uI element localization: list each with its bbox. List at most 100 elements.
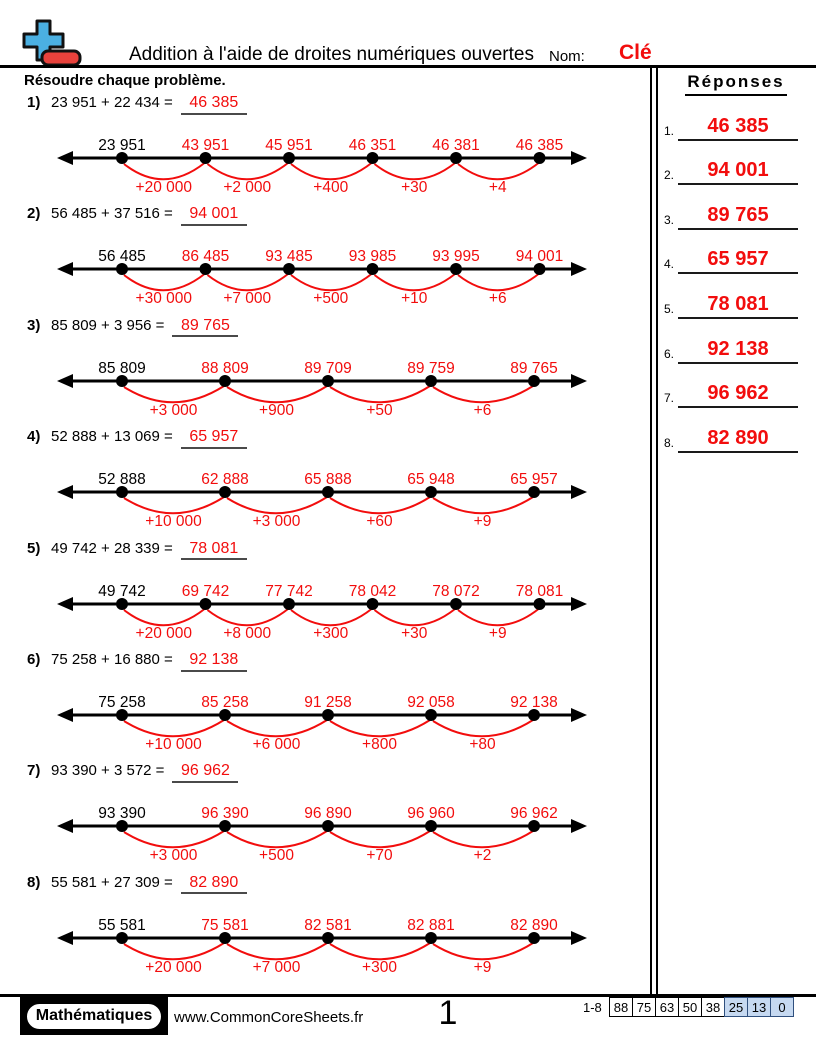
jump-arc — [432, 830, 534, 849]
point-dot — [219, 374, 231, 387]
point-label: 89 759 — [407, 360, 454, 377]
problem-number: 1) — [27, 94, 41, 111]
point-dot — [322, 708, 334, 721]
page-number: 1 — [438, 994, 458, 1032]
answer-row: 4. 65 957 — [660, 230, 812, 275]
worksheet-title: Addition à l'aide de droites numériques … — [129, 44, 534, 65]
jump-arc — [457, 162, 540, 181]
jump-arc — [123, 830, 225, 849]
jump-label: +30 — [401, 179, 428, 196]
point-label: 86 485 — [182, 248, 229, 265]
instructions-text: Résoudre chaque problème. — [24, 72, 226, 89]
answer-value: 89 765 — [678, 204, 798, 230]
answer-number: 7. — [663, 391, 674, 406]
point-dot — [425, 931, 437, 944]
jump-label: +30 000 — [136, 290, 193, 307]
problems-column: 1) 23 951 + 22 434 = 46 385 23 951 43 951 45… — [0, 94, 650, 985]
point-label: 85 258 — [201, 694, 248, 711]
point-dot — [116, 820, 128, 833]
number-line: 55 581 75 581 82 581 82 881 82 890 +20 000 +7 … — [57, 917, 587, 976]
answer-row: 5. 78 081 — [660, 274, 812, 319]
jump-label: +9 — [474, 959, 492, 976]
answer-value: 82 890 — [678, 427, 798, 453]
score-cell: 38 — [701, 997, 725, 1017]
point-label: 65 888 — [304, 471, 351, 488]
jump-label: +10 000 — [145, 736, 202, 753]
point-dot — [116, 263, 128, 276]
number-line: 23 951 43 951 45 951 46 351 46 381 46 385 +20 … — [57, 137, 587, 196]
problem-equation: 3) 85 809 + 3 956 = 89 765 — [0, 317, 650, 341]
point-dot — [533, 263, 546, 276]
score-table: 88 75 63 50 38 25 13 0 — [609, 997, 794, 1017]
problem-answer: 82 890 — [180, 874, 247, 895]
jump-label: +900 — [259, 402, 294, 419]
point-dot — [116, 597, 128, 610]
jump-label: +20 000 — [136, 179, 193, 196]
answer-number: 5. — [663, 301, 674, 316]
jump-arc — [226, 941, 328, 960]
subject-badge: Mathématiques — [20, 997, 168, 1035]
answer-value: 94 001 — [678, 159, 798, 186]
jump-label: +60 — [366, 513, 393, 530]
number-line: 49 742 69 742 77 742 78 042 78 072 78 081 +20 … — [57, 583, 587, 642]
point-dot — [533, 152, 546, 164]
problem-equation: 8) 55 581 + 27 309 = 82 890 — [0, 874, 650, 898]
point-dot — [528, 931, 540, 944]
problem-equation: 2) 56 485 + 37 516 = 94 001 — [0, 205, 650, 229]
point-dot — [533, 597, 546, 610]
jump-label: +70 — [366, 847, 393, 864]
jump-label: +500 — [259, 847, 294, 864]
point-label: 46 351 — [349, 137, 396, 154]
problem-equation: 6) 75 258 + 16 880 = 92 138 — [0, 651, 650, 675]
problem-block: 1) 23 951 + 22 434 = 46 385 23 951 43 951 45… — [0, 94, 650, 205]
left-arrow-icon — [57, 930, 73, 945]
problem-expression: 49 742 + 28 339 = — [51, 539, 173, 557]
score-cell: 25 — [724, 997, 748, 1017]
point-label: 82 881 — [407, 917, 454, 934]
point-label: 65 948 — [407, 471, 454, 488]
problem-number: 3) — [27, 316, 41, 334]
point-label: 46 385 — [516, 137, 563, 154]
point-dot — [366, 263, 379, 276]
point-label: 45 951 — [265, 137, 312, 154]
jump-label: +300 — [362, 959, 397, 976]
right-arrow-icon — [571, 930, 587, 945]
jump-arc — [329, 496, 431, 515]
right-arrow-icon — [571, 151, 587, 165]
jump-label: +2 — [474, 847, 492, 864]
answer-value: 78 081 — [678, 293, 798, 319]
jump-arc — [226, 384, 328, 403]
answer-row: 1. 46 385 — [660, 96, 812, 141]
point-label: 85 809 — [98, 360, 145, 377]
jump-label: +6 — [474, 402, 492, 419]
jump-arc — [373, 607, 456, 626]
left-arrow-icon — [57, 262, 73, 277]
problem-number: 4) — [27, 428, 41, 446]
jump-label: +7 000 — [223, 290, 271, 307]
answer-value: 46 385 — [678, 115, 798, 141]
point-dot — [219, 820, 231, 833]
number-line: 52 888 62 888 65 888 65 948 65 957 +10 000 +3 … — [57, 471, 587, 530]
problem-block: 8) 55 581 + 27 309 = 82 890 55 581 75 581 82… — [0, 874, 650, 985]
point-dot — [283, 152, 295, 164]
point-label: 93 390 — [98, 805, 146, 822]
problem-expression: 23 951 + 22 434 = — [51, 94, 173, 111]
point-label: 43 951 — [182, 137, 229, 154]
answer-row: 7. 96 962 — [660, 364, 812, 409]
answers-separator — [650, 68, 658, 995]
score-cell: 50 — [678, 997, 702, 1017]
problem-answer: 96 962 — [172, 762, 239, 783]
answer-row: 2. 94 001 — [660, 141, 812, 186]
point-dot — [450, 597, 462, 610]
jump-arc — [432, 941, 534, 960]
point-label: 56 485 — [98, 248, 145, 265]
point-dot — [425, 708, 437, 721]
left-arrow-icon — [57, 485, 73, 500]
jump-arc — [226, 719, 328, 738]
point-label: 77 742 — [265, 583, 312, 600]
point-label: 46 381 — [432, 137, 479, 154]
point-label: 82 581 — [304, 917, 351, 934]
point-label: 89 709 — [304, 360, 351, 377]
jump-label: +3 000 — [150, 402, 198, 419]
